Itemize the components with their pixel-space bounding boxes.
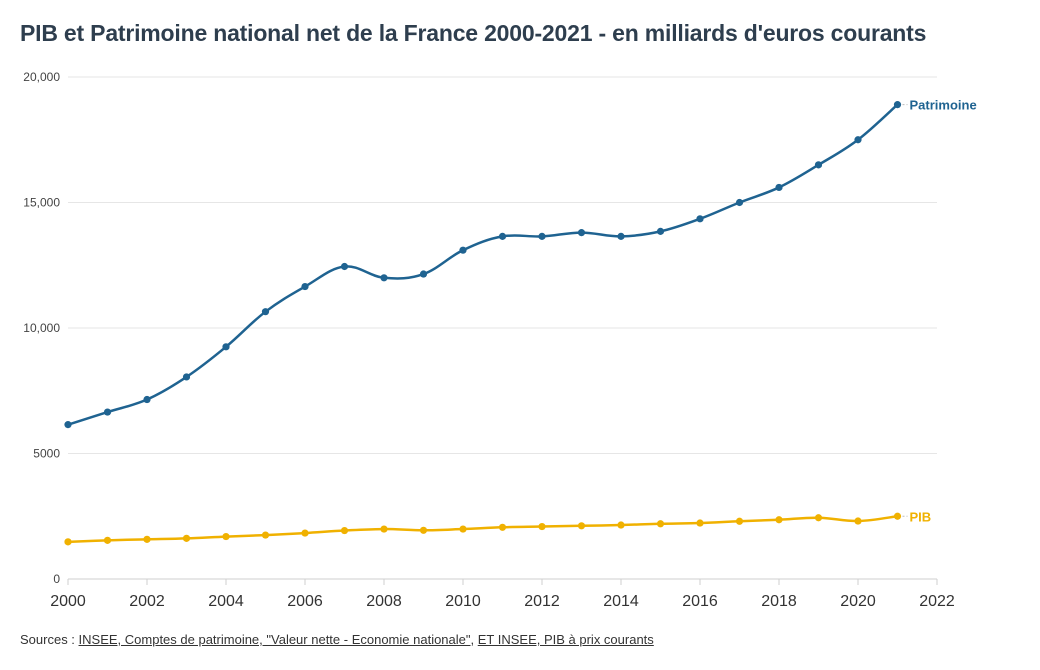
source-link-pib[interactable]: ET INSEE, PIB à prix courants [477, 632, 654, 647]
data-point-pib [380, 525, 388, 533]
data-point-patrimoine [222, 343, 230, 351]
data-point-pib [301, 529, 309, 537]
data-point-pib [64, 538, 72, 546]
data-point-patrimoine [775, 183, 783, 192]
data-point-pib [775, 516, 783, 524]
data-point-pib [656, 520, 665, 528]
y-tick-label: 5000 [33, 447, 60, 461]
data-point-patrimoine [261, 308, 270, 316]
x-tick-label: 2018 [761, 593, 797, 610]
data-point-patrimoine [340, 262, 349, 271]
data-point-patrimoine [656, 227, 665, 235]
data-point-patrimoine [577, 229, 586, 237]
data-point-pib [222, 532, 230, 541]
x-tick-label: 2014 [603, 593, 639, 610]
y-tick-label: 0 [53, 572, 60, 586]
y-tick-label: 10,000 [23, 321, 60, 335]
data-point-pib [696, 519, 704, 527]
data-point-pib [538, 522, 546, 531]
series-line-patrimoine [67, 103, 899, 426]
x-tick-label: 2010 [445, 593, 481, 610]
data-point-pib [103, 536, 112, 544]
data-point-patrimoine [617, 232, 625, 240]
data-point-pib [735, 517, 744, 525]
data-point-pib [459, 525, 467, 533]
data-point-pib [893, 512, 902, 520]
x-tick-label: 2022 [919, 593, 955, 610]
source-prefix: Sources : [20, 632, 79, 647]
series-line-pib [67, 515, 898, 544]
data-point-patrimoine [143, 395, 151, 404]
x-tick-label: 2008 [366, 593, 402, 610]
data-point-patrimoine [696, 215, 704, 223]
data-point-patrimoine [419, 270, 428, 278]
source-link-patrimoine[interactable]: INSEE, Comptes de patrimoine, "Valeur ne… [78, 632, 471, 647]
data-point-pib [854, 517, 862, 525]
data-point-pib [617, 521, 625, 529]
data-point-patrimoine [893, 101, 902, 109]
chart-title: PIB et Patrimoine national net de la Fra… [20, 20, 927, 46]
x-tick-label: 2004 [208, 593, 244, 610]
x-tick-label: 2016 [682, 593, 718, 610]
series-label-patrimoine: Patrimoine [910, 98, 977, 113]
x-tick-label: 2020 [840, 593, 876, 610]
data-point-patrimoine [814, 161, 823, 169]
x-tick-label: 2002 [129, 593, 165, 610]
data-point-pib [182, 534, 191, 542]
x-tick-label: 2000 [50, 593, 86, 610]
data-point-pib [261, 531, 270, 539]
data-point-pib [814, 514, 823, 522]
data-point-patrimoine [854, 136, 862, 144]
x-tick-label: 2006 [287, 593, 323, 610]
data-point-patrimoine [498, 232, 507, 240]
source-separator: , [470, 632, 478, 647]
data-point-pib [143, 535, 151, 543]
data-point-patrimoine [735, 198, 744, 207]
x-tick-label: 2012 [524, 593, 560, 610]
y-tick-label: 15,000 [23, 196, 60, 210]
data-point-pib [498, 523, 507, 531]
data-point-patrimoine [459, 246, 467, 254]
source-note: Sources : INSEE, Comptes de patrimoine, … [20, 632, 654, 647]
data-point-patrimoine [182, 373, 191, 381]
data-point-patrimoine [64, 421, 72, 429]
data-point-pib [577, 522, 586, 530]
line-chart: 0 5000 10,000 15,000 20,000 2000 2002 2004 2006 2… [23, 70, 977, 610]
data-point-patrimoine [301, 282, 309, 291]
data-point-pib [419, 526, 428, 534]
y-tick-label: 20,000 [23, 70, 60, 84]
series-label-pib: PIB [910, 509, 932, 524]
data-point-patrimoine [538, 232, 546, 240]
data-point-patrimoine [103, 408, 112, 416]
data-point-patrimoine [380, 274, 388, 282]
data-point-pib [340, 526, 349, 535]
